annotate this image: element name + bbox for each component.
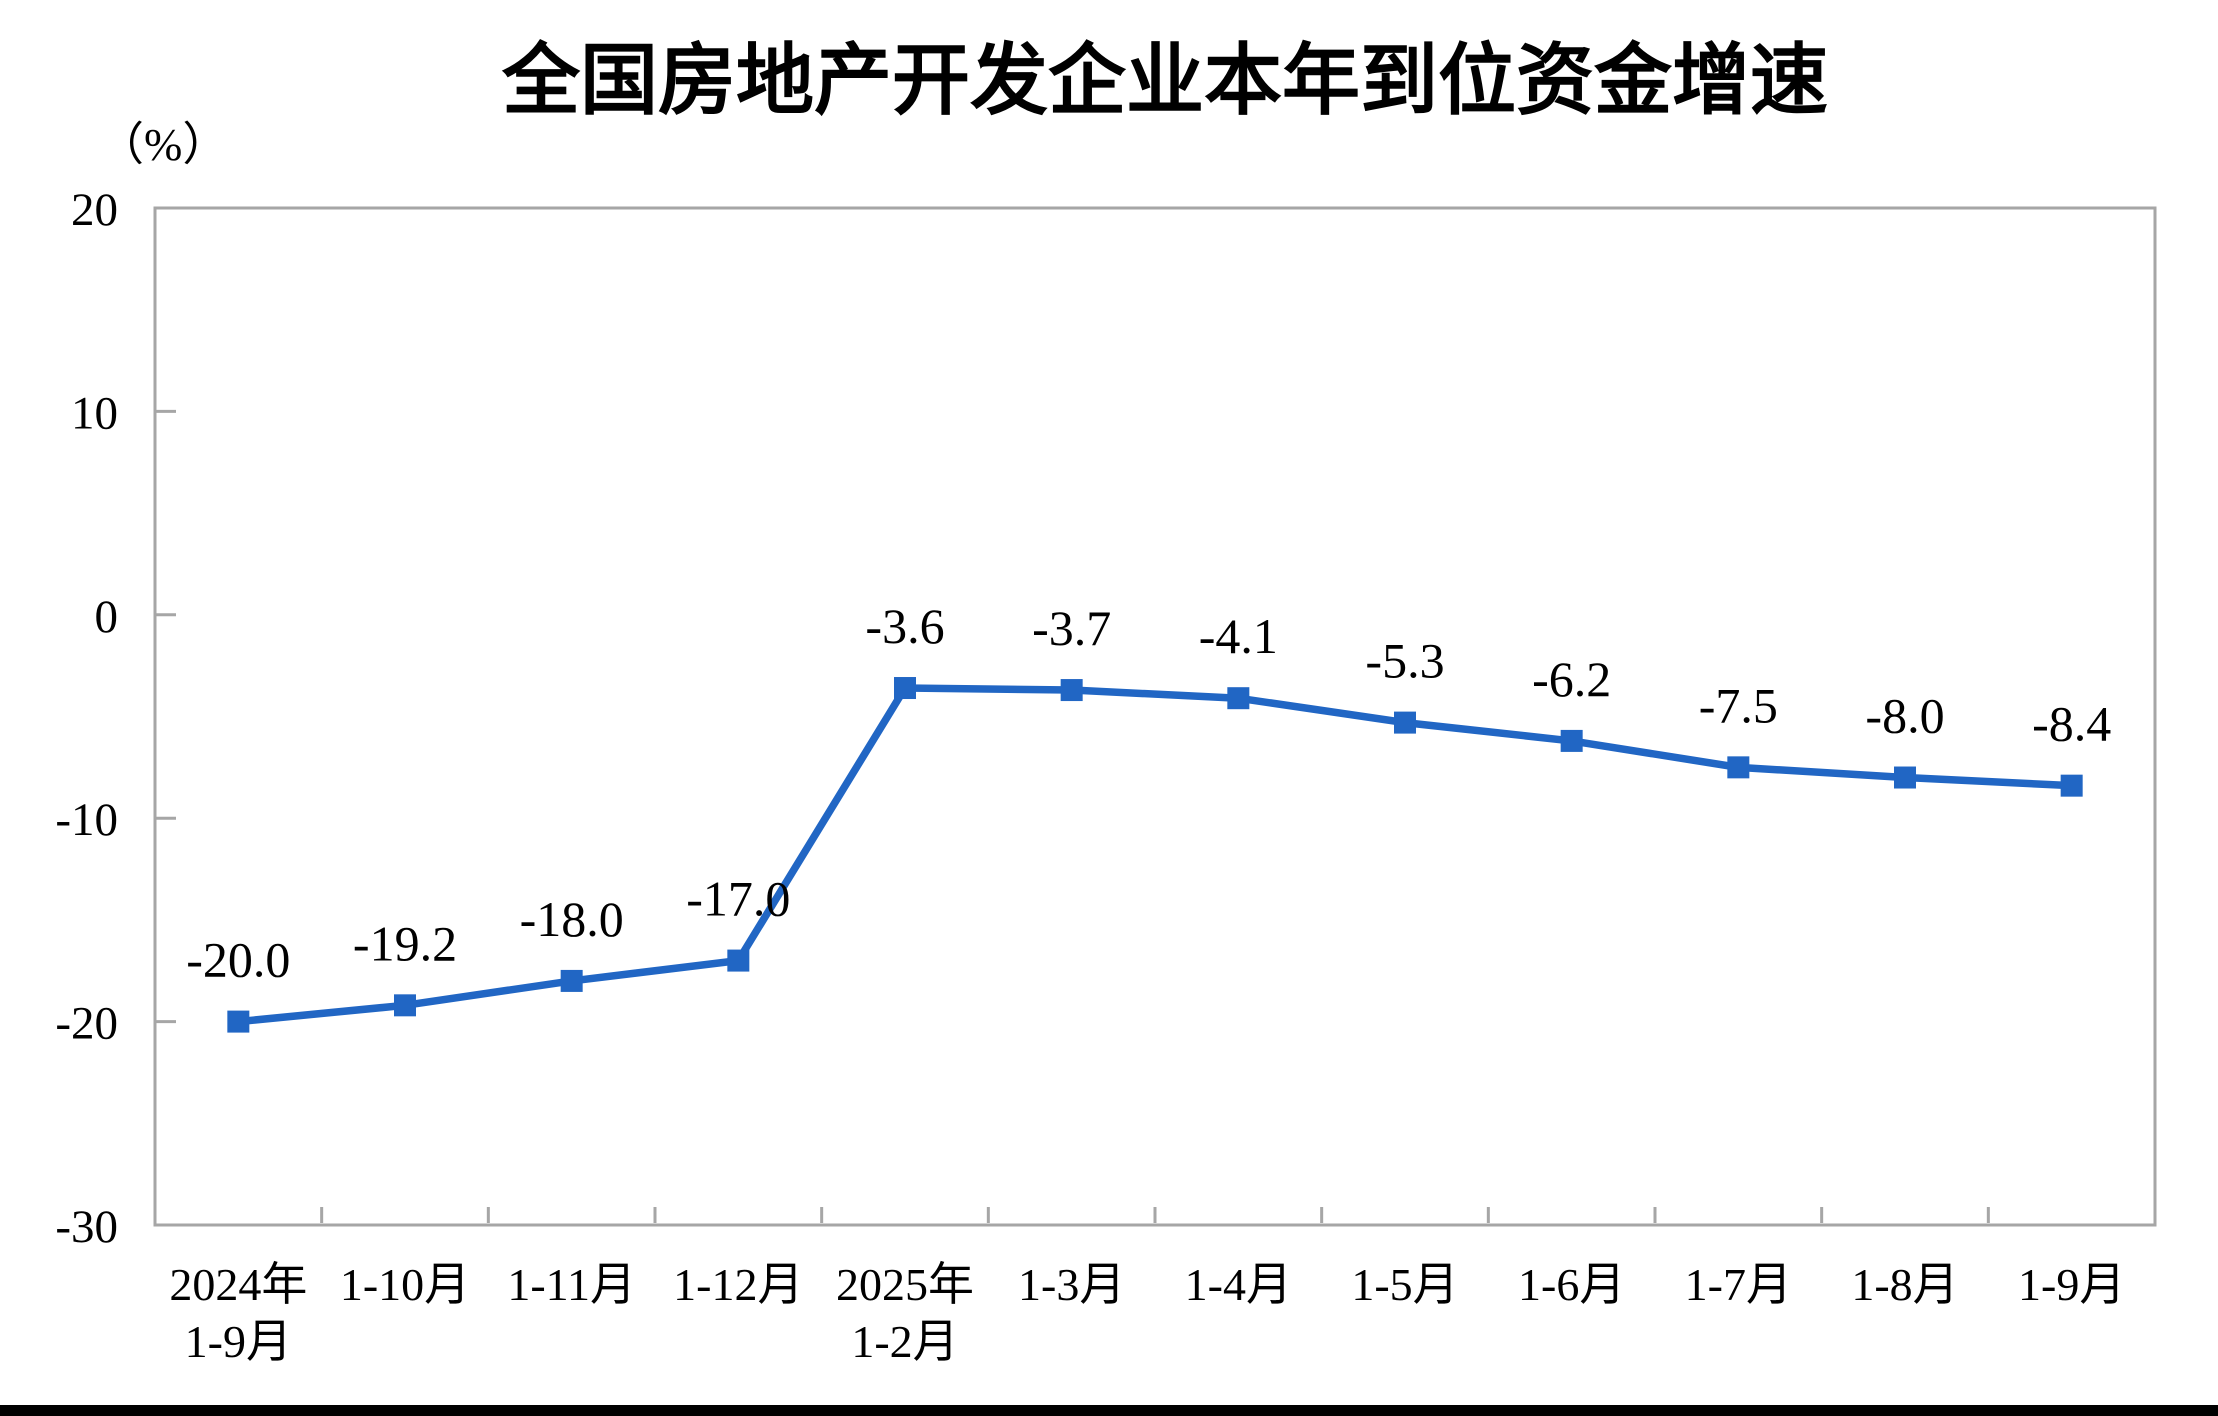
x-axis-label: 1-12月 [673, 1259, 803, 1310]
x-axis-label: 1-11月 [507, 1259, 636, 1310]
data-point-label: -3.7 [1032, 600, 1111, 656]
data-point-marker [894, 677, 916, 700]
plot-frame [153, 206, 2157, 1227]
y-axis-tick-label: 10 [71, 387, 118, 439]
x-axis-label: 1-5月 [1351, 1259, 1458, 1310]
data-point-label: -7.5 [1699, 677, 1778, 733]
data-point-label: -4.1 [1199, 608, 1278, 664]
data-point-marker [1060, 679, 1083, 702]
y-axis-tick-label: -20 [55, 998, 118, 1050]
y-axis-tick-label: -30 [55, 1201, 118, 1253]
x-axis-label: 2024年 [169, 1259, 307, 1310]
data-point-label: -8.4 [2032, 696, 2111, 752]
data-point-label: -5.3 [1365, 633, 1444, 689]
x-axis-label: 1-9月 [185, 1316, 292, 1367]
x-axis-label: 1-6月 [1518, 1259, 1625, 1310]
bottom-bar [0, 1405, 2218, 1416]
x-axis-label: 1-10月 [340, 1259, 470, 1310]
chart-title: 全国房地产开发企业本年到位资金增速 [501, 36, 1828, 124]
data-point-marker [227, 1010, 250, 1033]
data-line-series [237, 684, 2072, 1026]
data-point-marker [1894, 766, 1916, 789]
data-point-marker [1394, 711, 1416, 734]
y-axis-tick-label: 0 [95, 591, 119, 643]
x-axis-label: 1-3月 [1018, 1259, 1125, 1310]
data-point-marker [394, 994, 416, 1017]
data-point-label: -6.2 [1532, 651, 1611, 707]
data-point-label: -18.0 [520, 891, 624, 947]
plot-area: 20 10 0 -10 -20 -30 2024年 1-9月 1-10月 1-11月 1-12月 20… [55, 184, 2157, 1367]
data-point-marker [560, 969, 583, 992]
x-axis-label: 1-2月 [851, 1316, 958, 1367]
y-axis-tick-label: -10 [55, 794, 118, 846]
data-point-label: -19.2 [353, 915, 457, 971]
y-axis-unit-label: （%） [98, 119, 228, 170]
data-point-marker [727, 949, 750, 972]
data-point-marker [2060, 774, 2083, 797]
x-axis-label: 1-8月 [1851, 1259, 1958, 1310]
x-axis-label: 1-9月 [2018, 1259, 2125, 1310]
data-point-marker [1727, 756, 1750, 779]
x-axis-label: 1-7月 [1685, 1259, 1792, 1310]
data-point-label: -3.6 [865, 598, 944, 654]
x-axis-label: 1-4月 [1185, 1259, 1292, 1310]
y-axis-tick-label: 20 [71, 184, 118, 236]
data-point-label: -20.0 [186, 932, 290, 988]
data-point-label: -8.0 [1865, 688, 1944, 744]
data-point-marker [1560, 729, 1583, 752]
data-point-marker [1227, 687, 1250, 710]
x-axis-label: 2025年 [836, 1259, 974, 1310]
data-point-label: -17.0 [686, 871, 790, 927]
